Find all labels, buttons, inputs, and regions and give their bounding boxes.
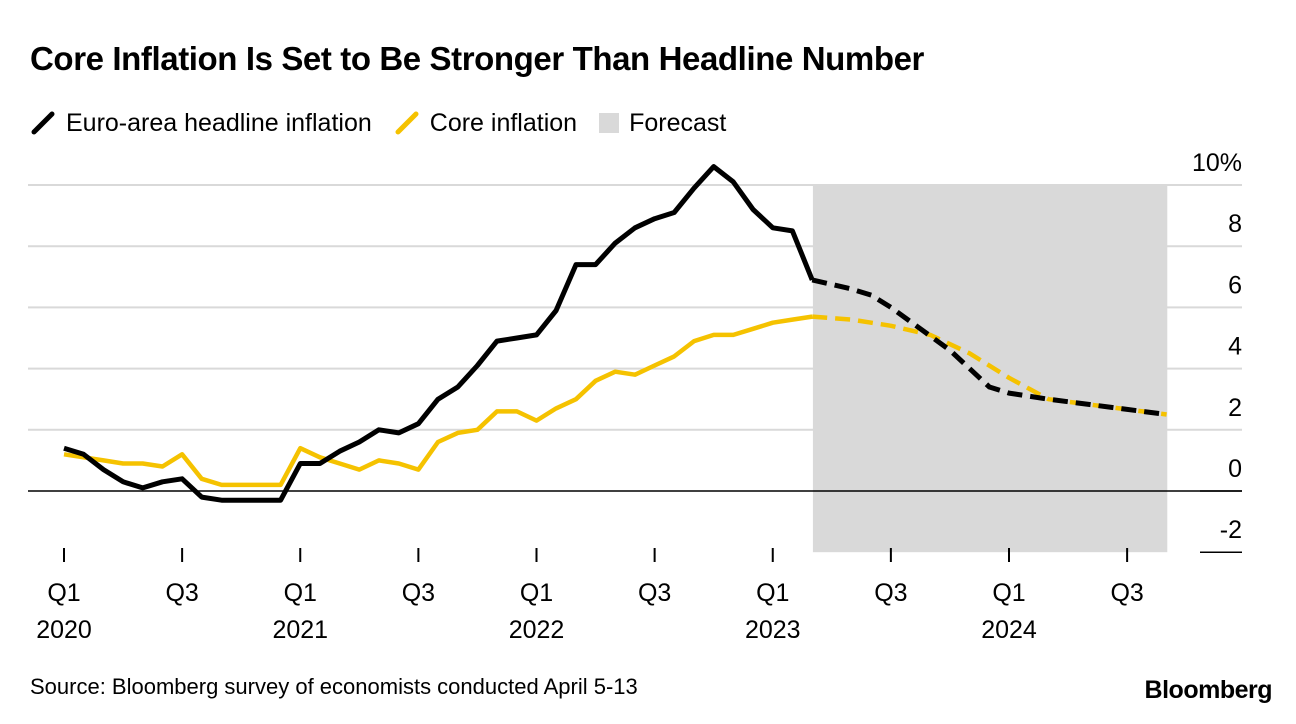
x-tick-label: Q1 [520,579,553,607]
chart-plot: 10% 8 6 4 2 0 -2 Q1 2020 Q3 Q1 2021 Q3 Q1 2022 Q3 Q1 2023… [28,149,1242,644]
headline-series-line [63,164,815,503]
legend-item-headline: Euro-area headline inflation [30,109,372,138]
legend-swatch-forecast [599,113,620,133]
y-tick-label: -2 [1220,516,1242,544]
legend-item-core: Core inflation [394,109,577,138]
x-tick-label: Q3 [874,579,907,607]
headline-forecast-series-line [811,277,1167,417]
y-tick-label: 8 [1228,210,1242,238]
x-tick-label: Q3 [1110,579,1143,607]
y-tick-label: 10% [1192,149,1242,177]
chart-title: Core Inflation Is Set to Be Stronger Tha… [30,40,924,77]
x-tick-label: Q3 [402,579,435,607]
legend-label-headline: Euro-area headline inflation [66,108,372,137]
x-tick-year-label: 2022 [509,616,565,644]
core-forecast-series-line [812,314,1167,417]
source-note: Source: Bloomberg survey of economists c… [30,674,638,699]
x-tick-label: Q3 [638,579,671,607]
x-tick-label: Q1 [47,579,80,607]
legend-label-core: Core inflation [429,108,578,137]
legend: Euro-area headline inflation Core inflat… [30,106,748,140]
bloomberg-logo: Bloomberg [1144,676,1273,704]
legend-item-forecast: Forecast [599,109,726,138]
x-tick-label: Q1 [992,579,1025,607]
x-tick-label: Q3 [165,579,198,607]
y-tick-label: 2 [1228,394,1242,422]
y-tick-label: 4 [1228,333,1242,361]
x-tick-year-label: 2021 [272,616,328,644]
legend-swatch-core [395,111,419,135]
x-tick-year-label: 2020 [36,616,92,644]
legend-swatch-headline [31,111,55,135]
x-tick-year-label: 2024 [981,616,1037,644]
y-tick-label: 0 [1228,455,1242,483]
core-series-line [63,314,813,488]
legend-label-forecast: Forecast [629,108,727,137]
x-tick-year-label: 2023 [745,616,801,644]
x-tick-label: Q1 [284,579,317,607]
y-tick-label: 6 [1228,271,1242,299]
x-tick-label: Q1 [756,579,789,607]
